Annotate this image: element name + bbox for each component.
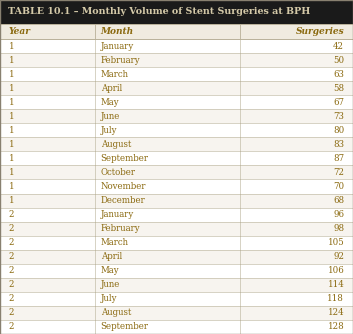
Text: 70: 70 [333, 182, 344, 191]
Bar [0, 137, 353, 151]
Text: 128: 128 [328, 322, 344, 331]
Text: 2: 2 [9, 294, 14, 303]
Text: 42: 42 [333, 41, 344, 50]
Text: August: August [101, 308, 131, 317]
Bar [0, 24, 353, 39]
Text: May: May [101, 266, 119, 275]
Text: 1: 1 [9, 168, 14, 177]
Bar [0, 165, 353, 179]
Text: 92: 92 [333, 252, 344, 261]
Bar [0, 109, 353, 123]
Text: April: April [101, 252, 122, 261]
Bar [0, 320, 353, 334]
Text: 68: 68 [333, 196, 344, 205]
Text: Surgeries: Surgeries [295, 27, 344, 36]
Text: 50: 50 [333, 55, 344, 64]
Bar [0, 95, 353, 109]
Text: 2: 2 [9, 224, 14, 233]
Bar [0, 278, 353, 292]
Text: 105: 105 [328, 238, 344, 247]
Text: 98: 98 [333, 224, 344, 233]
Bar [0, 39, 353, 53]
Text: December: December [101, 196, 145, 205]
Text: 67: 67 [333, 98, 344, 107]
Text: 1: 1 [9, 140, 14, 149]
Text: 63: 63 [333, 69, 344, 78]
Text: March: March [101, 69, 128, 78]
Text: 73: 73 [333, 112, 344, 121]
Bar [0, 264, 353, 278]
Text: Month: Month [101, 27, 134, 36]
Text: August: August [101, 140, 131, 149]
Text: November: November [101, 182, 146, 191]
Text: 1: 1 [9, 126, 14, 135]
Text: September: September [101, 154, 149, 163]
Text: 83: 83 [333, 140, 344, 149]
Text: 87: 87 [333, 154, 344, 163]
Text: February: February [101, 55, 140, 64]
Text: January: January [101, 210, 134, 219]
Bar [0, 179, 353, 193]
Text: 2: 2 [9, 280, 14, 289]
Bar [0, 151, 353, 165]
Text: 2: 2 [9, 322, 14, 331]
Text: 2: 2 [9, 266, 14, 275]
Text: May: May [101, 98, 119, 107]
Text: June: June [101, 280, 120, 289]
Text: 114: 114 [328, 280, 344, 289]
Text: March: March [101, 238, 128, 247]
Text: 2: 2 [9, 238, 14, 247]
Text: July: July [101, 126, 117, 135]
Text: 1: 1 [9, 98, 14, 107]
Text: June: June [101, 112, 120, 121]
Text: 96: 96 [333, 210, 344, 219]
Text: 1: 1 [9, 196, 14, 205]
Bar [0, 53, 353, 67]
Text: 1: 1 [9, 112, 14, 121]
Bar [0, 250, 353, 264]
Text: 2: 2 [9, 210, 14, 219]
Text: 106: 106 [328, 266, 344, 275]
Text: 58: 58 [333, 84, 344, 93]
Text: Year: Year [9, 27, 31, 36]
Bar [0, 81, 353, 95]
Bar [0, 67, 353, 81]
Bar [0, 236, 353, 250]
Text: January: January [101, 41, 134, 50]
Text: 1: 1 [9, 84, 14, 93]
Text: 1: 1 [9, 154, 14, 163]
Bar [0, 193, 353, 207]
Bar [0, 292, 353, 306]
Text: September: September [101, 322, 149, 331]
Text: July: July [101, 294, 117, 303]
Text: 72: 72 [333, 168, 344, 177]
Bar [0, 306, 353, 320]
Bar [0, 222, 353, 236]
Bar [0, 123, 353, 137]
Text: 1: 1 [9, 41, 14, 50]
Text: TABLE 10.1 – Monthly Volume of Stent Surgeries at BPH: TABLE 10.1 – Monthly Volume of Stent Sur… [8, 7, 310, 16]
Text: 80: 80 [333, 126, 344, 135]
Text: February: February [101, 224, 140, 233]
Text: 1: 1 [9, 55, 14, 64]
Text: 1: 1 [9, 69, 14, 78]
Text: April: April [101, 84, 122, 93]
Bar [0, 0, 353, 24]
Text: 118: 118 [327, 294, 344, 303]
Text: October: October [101, 168, 136, 177]
Text: 124: 124 [328, 308, 344, 317]
Text: 2: 2 [9, 252, 14, 261]
Text: 1: 1 [9, 182, 14, 191]
Text: 2: 2 [9, 308, 14, 317]
Bar [0, 207, 353, 222]
